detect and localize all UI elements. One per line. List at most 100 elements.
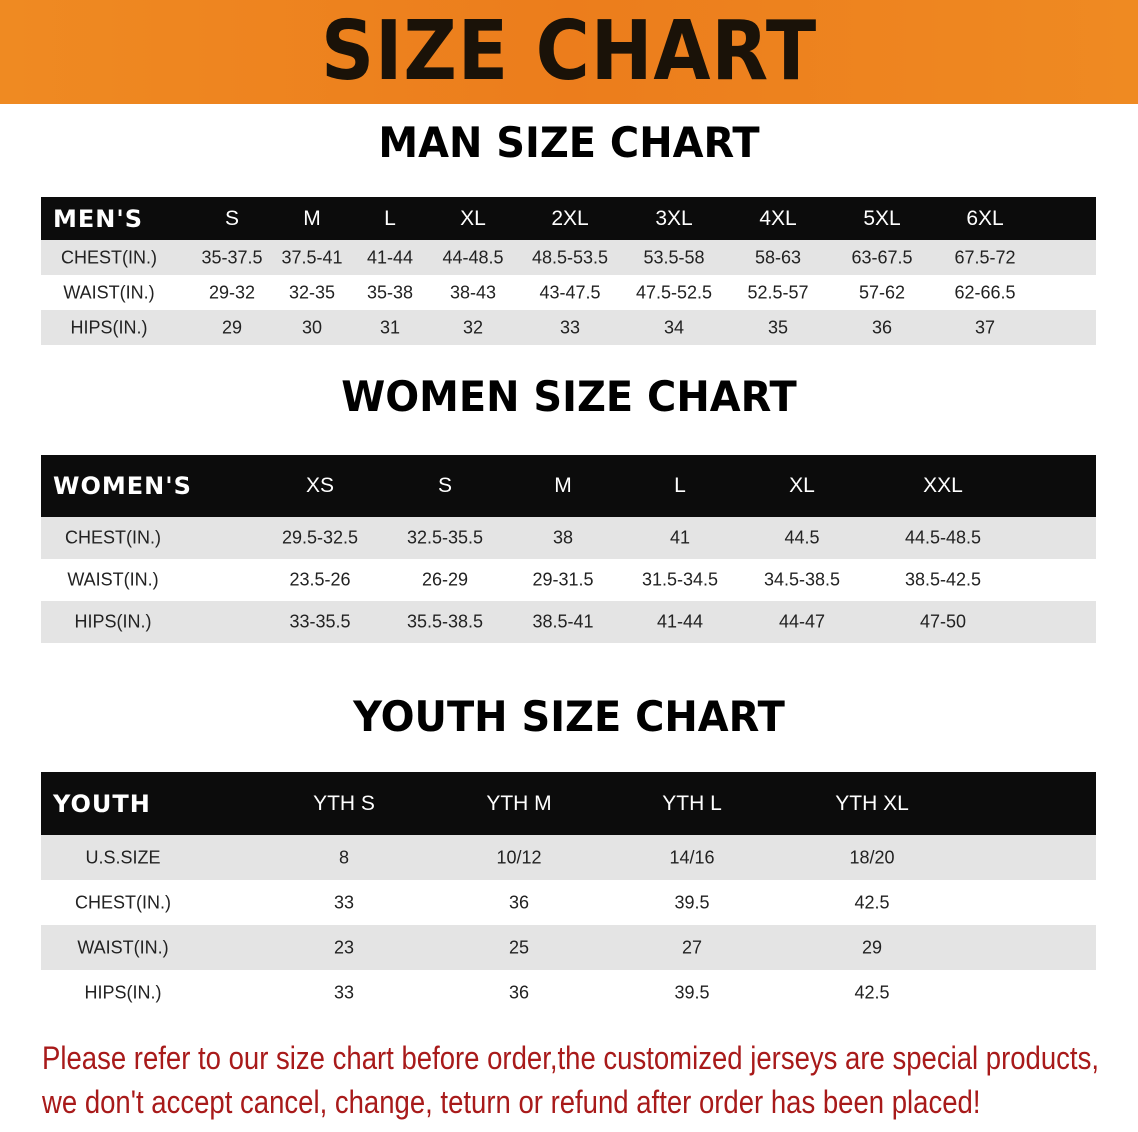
table-cell: 37.5-41 <box>281 247 343 267</box>
table-cell: 38-43 <box>449 282 497 302</box>
table-cell: 23 <box>333 937 355 957</box>
size-header-s: S <box>437 474 453 497</box>
table-cell: 53.5-58 <box>643 247 705 267</box>
size-header-6xl: 6XL <box>966 206 1004 230</box>
notice-line: Please refer to our size chart before or… <box>42 1040 1099 1076</box>
table-row: HIPS(IN.) 33 36 39.5 42.5 <box>41 970 1096 1015</box>
table-cell: 52.5-57 <box>747 282 809 302</box>
table-cell: 31.5-34.5 <box>641 569 719 590</box>
table-cell: 10/12 <box>496 847 542 867</box>
table-header-row: WOMEN'S XS S M L XL XXL <box>41 455 1096 517</box>
table-header-row: MEN'S S M L XL 2XL 3XL 4XL 5XL 6XL <box>41 197 1096 240</box>
header-label: WOMEN'S <box>53 472 192 500</box>
men-heading: MAN SIZE CHART <box>378 118 760 167</box>
size-header-m: M <box>303 206 321 230</box>
size-header-l: L <box>674 474 686 497</box>
table-cell: 32 <box>462 317 484 337</box>
table-cell: 39.5 <box>674 982 710 1002</box>
table-cell: 44-48.5 <box>442 247 504 267</box>
table-cell: 36 <box>508 982 530 1002</box>
size-header-yth-s: YTH S <box>313 791 375 815</box>
row-label: HIPS(IN.) <box>70 317 148 337</box>
row-label: CHEST(IN.) <box>61 247 157 267</box>
table-cell: 29 <box>861 937 883 957</box>
table-cell: 29-31.5 <box>532 569 594 590</box>
size-header-m: M <box>554 474 572 497</box>
table-cell: 62-66.5 <box>954 282 1016 302</box>
size-header-xxl: XXL <box>923 474 963 497</box>
row-label: CHEST(IN.) <box>65 527 161 548</box>
table-cell: 38.5-41 <box>532 611 594 632</box>
table-cell: 31 <box>379 317 401 337</box>
table-cell: 26-29 <box>421 569 469 590</box>
men-size-table: MEN'S S M L XL 2XL 3XL 4XL 5XL 6XL CHEST(IN.) 35-37… <box>41 197 1096 345</box>
table-cell: 35 <box>767 317 789 337</box>
table-header-row: YOUTH YTH S YTH M YTH L YTH XL <box>41 772 1096 835</box>
table-cell: 41-44 <box>366 247 414 267</box>
table-row: WAIST(IN.) 29-32 32-35 35-38 38-43 43-47.5 47.… <box>41 275 1096 310</box>
table-cell: 41 <box>669 527 691 548</box>
table-cell: 63-67.5 <box>851 247 913 267</box>
table-cell: 33 <box>333 892 355 912</box>
table-row: HIPS(IN.) 33-35.5 35.5-38.5 38.5-41 41-44 44-… <box>41 601 1096 643</box>
size-header-yth-xl: YTH XL <box>835 791 909 815</box>
women-heading: WOMEN SIZE CHART <box>341 372 797 421</box>
table-cell: 44.5 <box>784 527 820 548</box>
table-row: U.S.SIZE 8 10/12 14/16 18/20 <box>41 835 1096 880</box>
table-cell: 67.5-72 <box>954 247 1016 267</box>
table-row: CHEST(IN.) 33 36 39.5 42.5 <box>41 880 1096 925</box>
row-label: CHEST(IN.) <box>75 892 171 912</box>
table-cell: 27 <box>681 937 703 957</box>
table-cell: 8 <box>338 847 350 867</box>
table-cell: 23.5-26 <box>289 569 351 590</box>
table-cell: 29.5-32.5 <box>281 527 359 548</box>
table-cell: 42.5 <box>854 892 890 912</box>
row-label: WAIST(IN.) <box>67 569 159 590</box>
table-cell: 43-47.5 <box>539 282 601 302</box>
header-label: MEN'S <box>53 204 143 233</box>
table-cell: 47-50 <box>919 611 967 632</box>
notice-line: we don't accept cancel, change, teturn o… <box>42 1084 981 1120</box>
table-cell: 37 <box>974 317 996 337</box>
table-cell: 33 <box>333 982 355 1002</box>
size-header-xl: XL <box>460 206 486 230</box>
table-cell: 33-35.5 <box>289 611 351 632</box>
table-cell: 34 <box>663 317 685 337</box>
row-label: HIPS(IN.) <box>84 982 162 1002</box>
size-header-xl: XL <box>789 474 815 497</box>
table-cell: 18/20 <box>849 847 895 867</box>
table-row: WAIST(IN.) 23.5-26 26-29 29-31.5 31.5-34.5 34… <box>41 559 1096 601</box>
table-row: CHEST(IN.) 29.5-32.5 32.5-35.5 38 41 44.5 44.5… <box>41 517 1096 559</box>
header-label: YOUTH <box>53 789 151 818</box>
banner-title: SIZE CHART <box>320 4 818 99</box>
row-label: WAIST(IN.) <box>77 937 169 957</box>
table-cell: 29 <box>221 317 243 337</box>
table-cell: 35.5-38.5 <box>406 611 484 632</box>
table-cell: 35-37.5 <box>201 247 263 267</box>
row-label: HIPS(IN.) <box>74 611 152 632</box>
women-size-table: WOMEN'S XS S M L XL XXL CHEST(IN.) 29.5-32.5 32.5… <box>41 455 1096 643</box>
table-cell: 30 <box>301 317 323 337</box>
table-cell: 25 <box>508 937 530 957</box>
table-cell: 42.5 <box>854 982 890 1002</box>
youth-heading: YOUTH SIZE CHART <box>353 692 785 741</box>
size-header-xs: XS <box>305 474 335 497</box>
size-header-l: L <box>384 206 396 230</box>
table-cell: 47.5-52.5 <box>635 282 713 302</box>
table-cell: 29-32 <box>208 282 256 302</box>
row-label: WAIST(IN.) <box>63 282 155 302</box>
table-row: CHEST(IN.) 35-37.5 37.5-41 41-44 44-48.5 48.5… <box>41 240 1096 275</box>
table-cell: 34.5-38.5 <box>763 569 841 590</box>
table-row: WAIST(IN.) 23 25 27 29 <box>41 925 1096 970</box>
table-cell: 58-63 <box>754 247 802 267</box>
table-cell: 36 <box>508 892 530 912</box>
table-cell: 57-62 <box>858 282 906 302</box>
row-label: U.S.SIZE <box>85 847 161 867</box>
table-cell: 41-44 <box>656 611 704 632</box>
size-header-2xl: 2XL <box>551 206 589 230</box>
size-header-4xl: 4XL <box>759 206 797 230</box>
table-cell: 44.5-48.5 <box>904 527 982 548</box>
size-header-yth-l: YTH L <box>662 791 722 815</box>
table-cell: 35-38 <box>366 282 414 302</box>
size-header-5xl: 5XL <box>863 206 901 230</box>
